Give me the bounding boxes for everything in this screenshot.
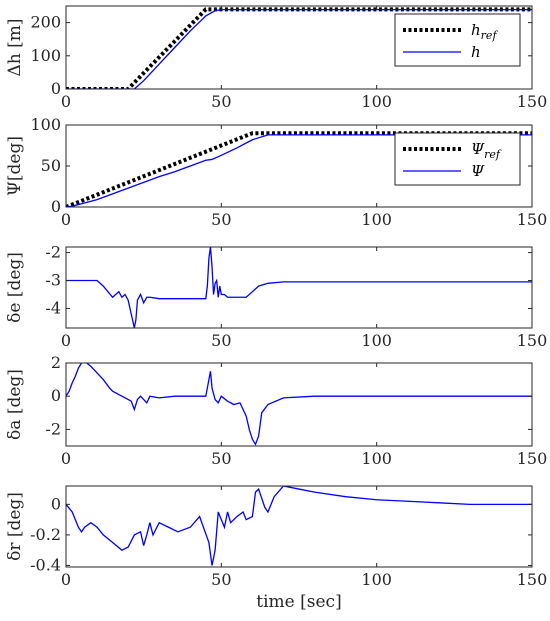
- legend-label: href: [471, 21, 498, 42]
- y-axis-label: δe [deg]: [5, 252, 25, 323]
- series-line: [66, 486, 532, 566]
- y-tick-label: 100: [30, 115, 61, 134]
- y-axis-label: Δh [m]: [5, 18, 25, 76]
- legend-label: Ψref: [471, 140, 502, 161]
- y-tick-label: -3: [45, 271, 61, 290]
- series-h: [66, 9, 532, 89]
- legend-label: Ψ: [471, 162, 485, 180]
- y-tick-label: -4: [45, 298, 61, 317]
- legend-box: [394, 13, 521, 67]
- subplot-5: 0 50 100 150 0 -0.2 -0.4 δr [deg] time [sec]: [5, 485, 548, 612]
- y-tick-label: -0.2: [30, 525, 61, 544]
- y-tick-label: 0: [51, 79, 61, 98]
- y-axis-label: δa [deg]: [5, 369, 25, 440]
- y-tick-label: -2: [45, 419, 61, 438]
- x-tick-label: 0: [61, 331, 71, 350]
- x-tick-label: 150: [517, 92, 548, 111]
- x-tick-label: 50: [211, 92, 231, 111]
- x-tick-label: 100: [361, 331, 392, 350]
- x-tick-label: 100: [361, 92, 392, 111]
- y-axis-label: Ψ[deg]: [5, 136, 25, 196]
- x-tick-label: 100: [361, 449, 392, 468]
- axis-box: [65, 485, 533, 568]
- x-tick-label: 150: [517, 210, 548, 229]
- y-axis-label: δr [deg]: [5, 492, 25, 561]
- x-tick-label: 50: [211, 449, 231, 468]
- series-line: [66, 247, 532, 328]
- x-tick-label: 50: [211, 210, 231, 229]
- series-ψ: [66, 134, 532, 207]
- x-tick-label: 100: [361, 210, 392, 229]
- x-tick-label: 150: [517, 331, 548, 350]
- x-tick-label: 0: [61, 210, 71, 229]
- y-tick-label: 50: [41, 156, 61, 175]
- y-tick-label: 2: [51, 353, 61, 372]
- y-tick-label: 0: [51, 494, 61, 513]
- x-tick-label: 150: [517, 449, 548, 468]
- legend-box: [394, 132, 521, 186]
- y-tick-label: -0.4: [30, 555, 61, 574]
- x-tick-label: 0: [61, 92, 71, 111]
- x-tick-label: 0: [61, 570, 71, 589]
- series-line: [66, 363, 532, 446]
- axis-box: [65, 5, 533, 90]
- axis-box: [65, 246, 533, 329]
- subplot-3: 0 50 100 150 -2 -3 -4 δe [deg]: [5, 243, 547, 350]
- y-tick-label: 100: [30, 46, 61, 65]
- axis-box: [65, 362, 533, 447]
- x-tick-label: 150: [517, 570, 548, 589]
- y-tick-label: 0: [51, 386, 61, 405]
- y-tick-label: 0: [51, 197, 61, 216]
- x-tick-label: 100: [361, 570, 392, 589]
- legend-label: h: [471, 43, 481, 61]
- x-tick-label: 0: [61, 449, 71, 468]
- y-tick-label: 200: [30, 13, 61, 32]
- y-tick-label: -2: [45, 243, 61, 262]
- x-axis-label: time [sec]: [256, 592, 341, 612]
- x-tick-label: 50: [211, 331, 231, 350]
- x-tick-label: 50: [211, 570, 231, 589]
